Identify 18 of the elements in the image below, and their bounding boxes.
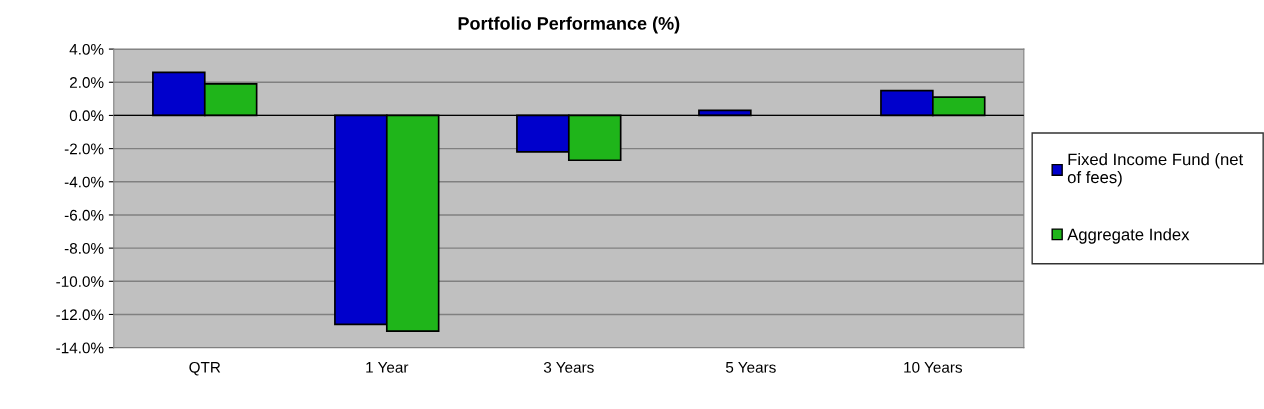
x-tick-label: 3 Years — [543, 361, 594, 373]
y-tick-label: -2.0% — [64, 143, 104, 155]
chart-title: Portfolio Performance (%) — [458, 16, 680, 34]
y-tick-label: -8.0% — [64, 242, 104, 254]
y-tick-label: 4.0% — [69, 43, 104, 55]
x-tick-label: 5 Years — [725, 362, 776, 373]
y-tick-label: -6.0% — [64, 209, 104, 221]
x-tick-label: 1 Year — [366, 362, 409, 373]
x-tick-label: 10 Years — [904, 361, 963, 373]
legend-label: Aggregate Index — [1067, 228, 1190, 244]
legend-label: Fixed Income Fund (net of fees) — [1067, 153, 1244, 187]
y-tick-label: -10.0% — [56, 276, 104, 287]
y-tick-label: 0.0% — [69, 110, 104, 122]
y-tick-label: 2.0% — [69, 77, 104, 88]
y-tick-label: -12.0% — [56, 309, 104, 321]
y-tick-label: -14.0% — [56, 342, 104, 354]
x-tick-label: QTR — [189, 361, 221, 376]
y-tick-label: -4.0% — [64, 176, 104, 188]
